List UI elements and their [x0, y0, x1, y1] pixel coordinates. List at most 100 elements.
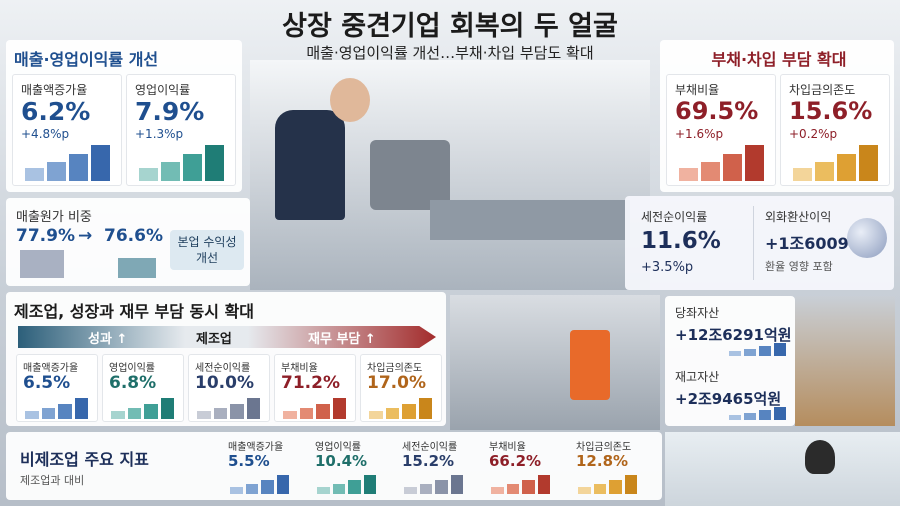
- mini-bar: [506, 484, 519, 494]
- profit-panel: 세전순이익률 11.6% +3.5%p 외화환산이익 +1조6009억원 환율 영향 포함: [625, 196, 894, 290]
- metric-label: 영업이익률: [315, 442, 361, 453]
- metric-card: 차입금의존도 17.0%: [360, 354, 442, 422]
- forklift: [570, 330, 610, 400]
- mini-bar: [205, 144, 224, 181]
- metric-value: 5.5%: [228, 452, 270, 470]
- mini-bar: [402, 403, 416, 419]
- mini-bar: [74, 398, 88, 419]
- metric-value: 10.4%: [315, 452, 368, 470]
- metric-value: 6.5%: [23, 373, 71, 393]
- burden-heading: 부채·차입 부담 확대: [711, 50, 847, 69]
- mini-bar: [385, 408, 399, 419]
- metric-value: 66.2%: [489, 452, 542, 470]
- manufacturing-heading: 제조업, 성장과 재무 부담 동시 확대: [14, 302, 255, 321]
- mini-bar: [245, 484, 258, 494]
- banner-label: 재무 부담 ↑: [308, 332, 376, 347]
- worker: [275, 110, 345, 220]
- mini-bar: [58, 403, 72, 419]
- cost-bar: [20, 250, 64, 278]
- mini-bar: [348, 480, 361, 494]
- mini-bar: [419, 484, 432, 494]
- growth-panel: 매출·영업이익률 개선 매출액증가율 6.2% +4.8%p 영업이익률 7.9% +1.3…: [6, 40, 242, 192]
- metric-label: 차입금의존도: [789, 83, 856, 97]
- mini-bar: [744, 413, 756, 420]
- metric-label: 세전순이익률: [641, 210, 708, 224]
- metric-label: 부채비율: [675, 83, 720, 97]
- mini-bar: [230, 403, 244, 419]
- metric-value: 12.8%: [576, 452, 629, 470]
- mini-bar: [332, 484, 345, 494]
- non-manufacturing-heading: 비제조업 주요 지표: [20, 450, 149, 469]
- mini-bar: [246, 398, 260, 419]
- mini-bar: [317, 487, 330, 494]
- asset-label: 당좌자산: [675, 306, 720, 320]
- mini-bar: [759, 410, 771, 420]
- mini-bar: [450, 475, 463, 494]
- mini-bar: [261, 480, 274, 494]
- metric-value: 17.0%: [367, 373, 426, 393]
- mini-bar: [160, 398, 174, 419]
- mini-bar: [69, 154, 88, 181]
- warehouse-photo: [450, 295, 660, 430]
- mini-bar: [363, 475, 376, 494]
- banner-label: 성과 ↑: [88, 332, 128, 347]
- machine: [370, 140, 450, 210]
- mini-bar: [491, 487, 504, 494]
- growth-heading: 매출·영업이익률 개선: [14, 50, 159, 69]
- mini-bar: [161, 162, 180, 181]
- mini-bar: [47, 162, 66, 181]
- title: 상장 중견기업 회복의 두 얼굴: [282, 11, 618, 42]
- metric-label: 매출액증가율: [23, 363, 79, 374]
- mini-bar: [679, 167, 698, 181]
- mini-bar: [593, 484, 606, 494]
- mini-bar: [369, 411, 383, 419]
- metric-label: 영업이익률: [135, 83, 191, 97]
- metric-label: 매출액증가율: [21, 83, 88, 97]
- mini-bar: [299, 408, 313, 419]
- metric-card: 부채비율 71.2%: [274, 354, 356, 422]
- mini-bar: [418, 398, 432, 419]
- mini-bar: [723, 154, 742, 181]
- mini-bar: [774, 342, 786, 356]
- mini-bar: [859, 144, 878, 181]
- cost-arrow: →: [78, 226, 93, 246]
- metric-change: +1.6%p: [675, 127, 724, 141]
- metric-cell: 영업이익률 10.4%: [311, 436, 395, 496]
- metric-label: 외화환산이익: [765, 210, 832, 224]
- mini-bar: [745, 144, 764, 181]
- banner: 성과 ↑ 제조업 재무 부담 ↑: [18, 326, 436, 348]
- metric-value: 15.6%: [789, 97, 873, 125]
- metric-card: 매출액증가율 6.2% +4.8%p: [12, 74, 122, 186]
- asset-label: 재고자산: [675, 370, 720, 384]
- assets-panel: 당좌자산 +12조6291억원 재고자산 +2조9465억원: [665, 296, 795, 426]
- metric-card: 차입금의존도 15.6% +0.2%p: [780, 74, 890, 186]
- mini-bar: [744, 349, 756, 356]
- office-worker: [805, 440, 835, 474]
- mini-bar: [25, 411, 39, 419]
- mini-bar: [276, 475, 289, 494]
- mini-bar: [435, 480, 448, 494]
- metric-cell: 차입금의존도 12.8%: [572, 436, 656, 496]
- mini-bar: [837, 154, 856, 181]
- mini-bar: [609, 480, 622, 494]
- globe: [847, 218, 887, 258]
- mini-bar: [91, 144, 110, 181]
- metric-label: 부채비율: [489, 442, 526, 453]
- metric-change: +1.3%p: [135, 127, 184, 141]
- metric-value: 69.5%: [675, 97, 759, 125]
- metric-card: 매출액증가율 6.5%: [16, 354, 98, 422]
- mini-bar: [139, 167, 158, 181]
- banner-label: 제조업: [196, 332, 232, 347]
- metric-label: 영업이익률: [109, 363, 155, 374]
- mini-bar: [701, 162, 720, 181]
- divider: [753, 206, 754, 280]
- metric-change: +0.2%p: [789, 127, 838, 141]
- mini-bar: [774, 406, 786, 420]
- mini-bar: [759, 346, 771, 356]
- metric-label: 세전순이익률: [195, 363, 251, 374]
- cost-label: 매출원가 비중: [16, 210, 92, 225]
- mini-bar: [729, 351, 741, 356]
- mini-bar: [815, 162, 834, 181]
- non-manufacturing-note: 제조업과 대비: [20, 474, 85, 487]
